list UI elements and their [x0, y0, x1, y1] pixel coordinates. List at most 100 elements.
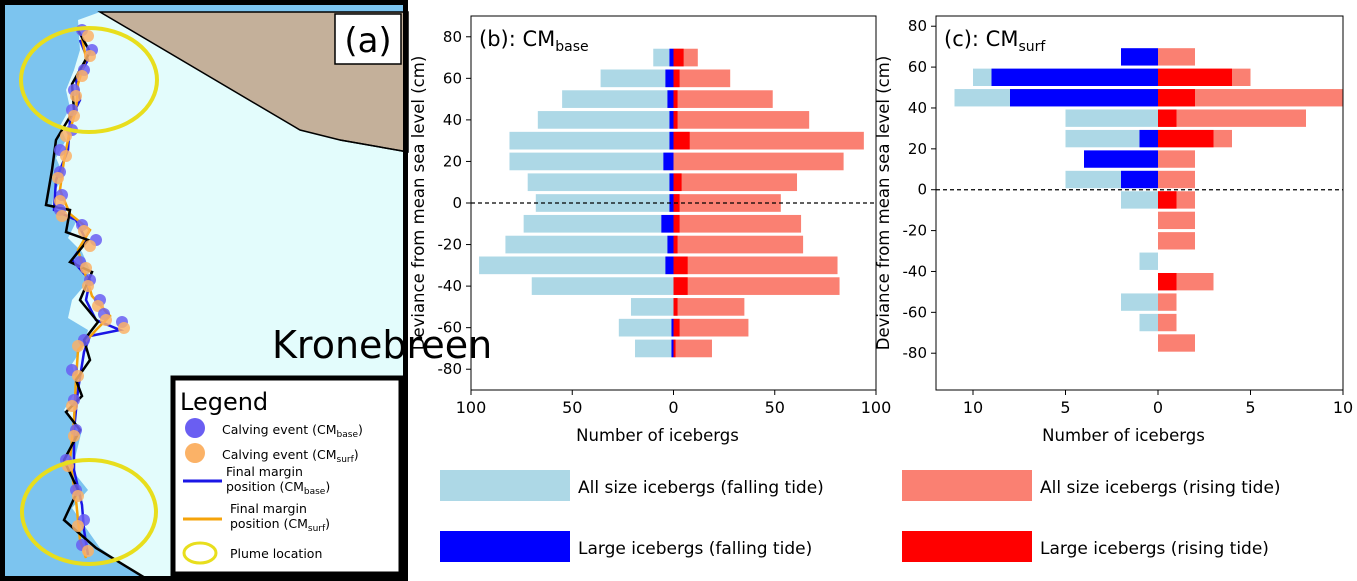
- legend-plume-text: Plume location: [230, 546, 322, 561]
- bar-all-rising: [673, 298, 745, 316]
- bar-large-rising: [673, 298, 678, 316]
- legend-swatch: [902, 531, 1032, 562]
- calving-dot-surf: [82, 545, 94, 557]
- bar-all-rising: [673, 69, 731, 88]
- bar-all-rising: [673, 173, 798, 192]
- bar-large-rising: [673, 339, 676, 358]
- x-tick-label: 10: [963, 398, 983, 417]
- bar-large-falling: [669, 194, 674, 212]
- bar-all-rising: [673, 111, 810, 129]
- bar-all-rising: [1158, 334, 1195, 352]
- map-legend-box: [170, 375, 404, 577]
- chart-title: (c): CMsurf: [944, 27, 1046, 55]
- y-tick-label: 40: [443, 111, 462, 129]
- calving-dot-surf: [82, 30, 94, 42]
- x-tick-label: 0: [1153, 398, 1163, 417]
- bar-all-falling: [537, 111, 674, 129]
- bar-large-rising: [1158, 68, 1232, 86]
- chart-title: (b): CMbase: [479, 27, 589, 55]
- bar-large-rising: [1158, 89, 1195, 107]
- bar-large-rising: [673, 256, 688, 275]
- bar-large-rising: [673, 131, 690, 150]
- bar-large-rising: [673, 235, 678, 254]
- bar-all-falling: [1139, 252, 1158, 270]
- glacier-name-label: Kronebreen: [272, 323, 492, 367]
- bar-all-rising: [1158, 293, 1177, 311]
- calving-dot-surf: [60, 130, 72, 142]
- bar-large-falling: [669, 131, 674, 150]
- bar-all-falling: [1065, 109, 1158, 127]
- legend-label: Large icebergs (rising tide): [1040, 539, 1269, 559]
- x-tick-label: 50: [562, 398, 582, 417]
- legend-margin-base-text1: Final margin: [226, 464, 303, 479]
- calving-dot-surf: [60, 150, 72, 162]
- bar-all-rising: [1158, 89, 1343, 107]
- bar-large-rising: [673, 173, 682, 192]
- bar-large-falling: [991, 68, 1158, 86]
- bottom-legend: All size icebergs (falling tide) All size…: [440, 470, 1281, 562]
- bar-large-falling: [665, 256, 674, 275]
- y-tick-label: -60: [903, 303, 928, 321]
- bar-all-rising: [673, 194, 781, 212]
- legend-label: Large icebergs (falling tide): [578, 539, 812, 559]
- calving-dot-surf: [70, 90, 82, 102]
- bar-all-falling: [509, 131, 674, 150]
- calving-dot-surf: [72, 370, 84, 382]
- calving-dot-surf: [56, 210, 68, 222]
- bar-all-falling: [562, 90, 674, 108]
- bar-all-rising: [673, 152, 844, 171]
- bar-large-rising: [1158, 272, 1177, 291]
- bar-all-falling: [523, 214, 674, 233]
- bar-large-rising: [1158, 191, 1177, 209]
- bar-all-falling: [635, 339, 674, 358]
- bar-all-rising: [1158, 232, 1195, 250]
- bar-all-rising: [673, 214, 802, 233]
- bar-all-rising: [673, 235, 804, 254]
- y-tick-label: 0: [917, 181, 927, 199]
- legend-swatch: [440, 470, 570, 501]
- calving-dot-surf: [82, 280, 94, 292]
- calving-dot-surf: [76, 70, 88, 82]
- bar-all-rising: [1158, 313, 1177, 332]
- panel-a-map: Kronebreen (a) Legend Calving event (CMb…: [0, 0, 492, 581]
- legend-swatch: [902, 470, 1032, 501]
- x-tick-label: 5: [1245, 398, 1255, 417]
- bar-all-falling: [527, 173, 674, 192]
- bar-large-rising: [673, 69, 680, 88]
- panel-b-chart: 80 60 40 20 0 -20 -40 -60 -80 100 50 0 50 100 Number o…: [409, 15, 891, 445]
- bar-large-falling: [1084, 150, 1158, 168]
- bar-all-falling: [1065, 129, 1158, 148]
- bar-large-falling: [663, 152, 674, 171]
- legend-calving-surf-text: Calving event (CMsurf): [222, 447, 359, 465]
- calving-dot-surf: [66, 400, 78, 412]
- bar-all-falling: [479, 256, 674, 275]
- bar-large-rising: [673, 277, 688, 295]
- bar-large-falling: [667, 235, 674, 254]
- calving-dot-surf: [54, 195, 66, 207]
- bar-all-rising: [673, 318, 749, 337]
- bar-large-falling: [667, 90, 674, 108]
- bar-large-rising: [1158, 129, 1214, 148]
- calving-dot-surf: [78, 225, 90, 237]
- y-tick-label: -80: [438, 360, 463, 378]
- calving-dot-surf: [118, 322, 130, 334]
- land-edge: [339, 139, 409, 153]
- bar-large-falling: [665, 69, 674, 88]
- bar-large-falling: [669, 111, 674, 129]
- bar-all-falling: [1121, 293, 1158, 311]
- calving-dot-surf: [72, 520, 84, 532]
- x-tick-label: 10: [1333, 398, 1353, 417]
- bar-all-rising: [1158, 170, 1195, 189]
- bar-large-falling: [669, 48, 674, 67]
- bar-all-falling: [653, 48, 674, 67]
- y-tick-label: -40: [903, 262, 928, 280]
- bar-large-falling: [1139, 129, 1158, 148]
- calving-dot-surf: [52, 172, 64, 184]
- bar-all-falling: [1121, 191, 1158, 209]
- calving-dot-surf: [68, 430, 80, 442]
- legend-label: All size icebergs (rising tide): [1040, 478, 1281, 498]
- panel-a-label: (a): [344, 21, 391, 61]
- bar-large-falling: [661, 214, 674, 233]
- calving-dot-surf: [72, 490, 84, 502]
